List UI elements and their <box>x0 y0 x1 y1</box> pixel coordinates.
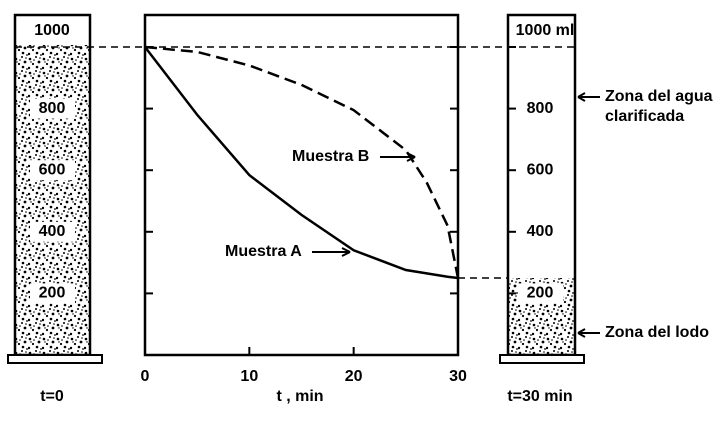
arrow <box>380 152 416 162</box>
label-bg <box>30 21 75 41</box>
y-tick-label: 400 <box>39 223 66 240</box>
label-bg <box>518 160 563 181</box>
arrow <box>312 247 351 257</box>
label-bg <box>30 98 75 119</box>
label-bg <box>30 283 75 304</box>
right-cylinder-label: t=30 min <box>507 388 572 405</box>
series-line <box>144 46 459 280</box>
y-tick-label: 1000 <box>34 22 70 39</box>
plot-frame <box>143 13 460 357</box>
x-tick-label: 20 <box>345 368 363 385</box>
cylinder-fill <box>15 45 90 355</box>
legend-label: Muestra A <box>225 243 302 260</box>
label-bg <box>518 283 563 304</box>
arrow <box>577 92 600 102</box>
cylinder-base <box>7 354 103 364</box>
y-tick-label: 200 <box>527 285 554 302</box>
label-bg <box>518 98 563 119</box>
label-bg <box>30 221 75 242</box>
y-tick-label: 1000 ml <box>516 22 575 39</box>
x-tick-label: 0 <box>141 368 150 385</box>
arrow <box>577 328 600 338</box>
label-bg <box>30 160 75 181</box>
y-tick-label: 600 <box>39 161 66 178</box>
left-cylinder-label: t=0 <box>40 388 64 405</box>
x-axis-label: t , min <box>276 388 323 405</box>
series-line <box>144 45 460 279</box>
y-tick-label: 800 <box>527 100 554 117</box>
x-tick-label: 30 <box>449 368 467 385</box>
sludge-zone-label: Zona del lodo <box>605 324 709 341</box>
x-tick-label: 10 <box>240 368 258 385</box>
label-bg <box>518 221 563 242</box>
water-zone-label: Zona del agua <box>605 88 713 105</box>
legend-label: Muestra B <box>292 148 369 165</box>
chart-layer: 200 200 400 400 600 600 800 800 1000 1000 ml 0 10 20… <box>7 13 585 385</box>
y-tick-label: 200 <box>39 285 66 302</box>
cylinder-base <box>499 354 585 364</box>
water-zone-label: clarificada <box>605 108 684 125</box>
y-tick-label: 400 <box>527 223 554 240</box>
y-tick-label: 800 <box>39 100 66 117</box>
y-tick-label: 600 <box>527 161 554 178</box>
